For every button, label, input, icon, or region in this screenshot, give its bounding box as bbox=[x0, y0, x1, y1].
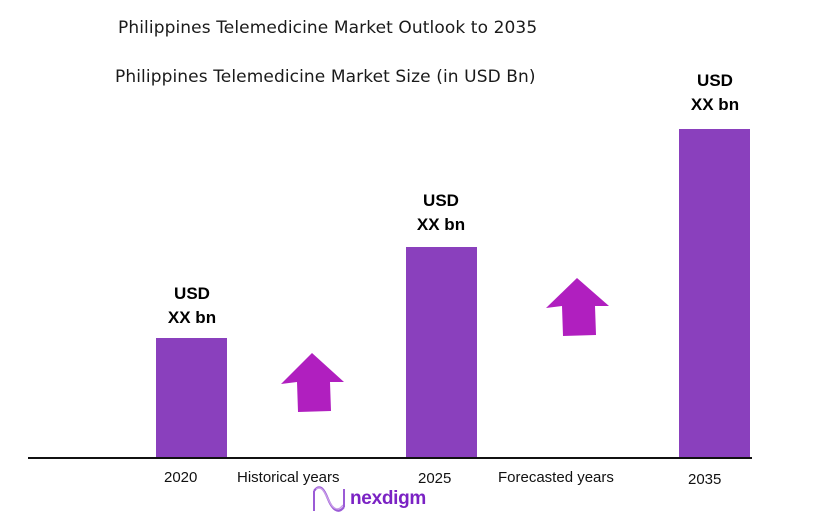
forecasted-years-label: Forecasted years bbox=[498, 469, 614, 486]
x-tick-2035: 2035 bbox=[688, 471, 722, 488]
bar-2025 bbox=[406, 247, 477, 458]
x-axis-line bbox=[28, 457, 752, 459]
growth-arrow-up-icon bbox=[546, 278, 609, 336]
nexdigm-wave-icon bbox=[313, 486, 345, 512]
bar-2035 bbox=[679, 129, 750, 458]
x-tick-2025: 2025 bbox=[418, 470, 452, 487]
bar-label-value: XX bn bbox=[416, 215, 466, 234]
bar-label-2020: USD XX bn bbox=[137, 282, 247, 330]
bar-label-currency: USD bbox=[174, 284, 210, 303]
bar-label-value: XX bn bbox=[690, 95, 740, 114]
chart-subtitle: Philippines Telemedicine Market Size (in… bbox=[115, 67, 536, 87]
historical-years-label: Historical years bbox=[237, 469, 340, 486]
x-tick-2020: 2020 bbox=[164, 469, 198, 486]
nexdigm-logo: nexdigm bbox=[312, 485, 426, 513]
growth-arrow-up-icon bbox=[281, 353, 344, 412]
bar-label-currency: USD bbox=[423, 191, 459, 210]
chart-title: Philippines Telemedicine Market Outlook … bbox=[118, 18, 538, 38]
bar-label-2025: USD XX bn bbox=[386, 189, 496, 237]
bar-label-currency: USD bbox=[697, 71, 733, 90]
bar-2020 bbox=[156, 338, 227, 458]
logo-text: nexdigm bbox=[350, 488, 427, 509]
bar-label-value: XX bn bbox=[167, 308, 217, 327]
bar-label-2035: USD XX bn bbox=[660, 69, 770, 117]
